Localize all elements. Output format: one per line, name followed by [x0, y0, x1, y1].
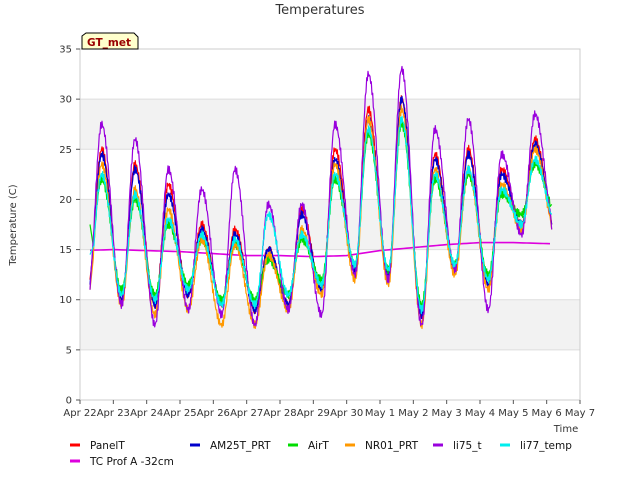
- grid-band: [80, 299, 580, 350]
- x-tick: May 4: [465, 400, 495, 419]
- y-tick: 10: [59, 295, 80, 306]
- legend-item: NR01_PRT: [345, 440, 419, 452]
- x-tick: May 2: [398, 400, 428, 419]
- legend-label: li75_t: [453, 440, 482, 452]
- legend-item: PanelT: [70, 440, 125, 452]
- legend-label: NR01_PRT: [365, 440, 419, 452]
- x-tick-label: May 4: [465, 408, 495, 419]
- series-line-am25t-prt: [89, 95, 553, 320]
- grid-band: [80, 349, 580, 400]
- x-tick-label: Apr 28: [263, 408, 296, 419]
- x-tick: Apr 25: [163, 400, 197, 419]
- y-tick-label: 35: [59, 45, 72, 56]
- x-tick: Apr 29: [297, 400, 330, 419]
- badge-text: GT_met: [87, 37, 131, 49]
- y-tick: 20: [59, 195, 80, 206]
- y-tick: 0: [66, 396, 80, 407]
- x-axis: Apr 22 Apr 23 Apr 24 Apr 25 Apr 26 Apr 27 Apr …: [63, 400, 595, 419]
- x-tick: May 5: [498, 400, 528, 419]
- x-tick-label: Apr 22: [63, 408, 96, 419]
- x-tick: May 1: [365, 400, 395, 419]
- legend-item: TC Prof A -32cm: [70, 456, 174, 468]
- x-tick: Apr 23: [97, 400, 130, 419]
- grid-band: [80, 49, 580, 100]
- x-tick: Apr 22: [63, 400, 97, 419]
- legend-label: li77_temp: [520, 440, 572, 452]
- legend-item: li75_t: [433, 440, 482, 452]
- y-tick-label: 5: [66, 345, 72, 356]
- legend-label: AM25T_PRT: [210, 440, 271, 452]
- plot-area: [79, 48, 581, 401]
- gt-met-badge: GT_met: [81, 32, 139, 50]
- y-tick: 5: [66, 345, 80, 356]
- legend-label: PanelT: [90, 440, 125, 452]
- x-tick-label: May 7: [565, 408, 595, 419]
- x-tick-label: Apr 30: [330, 408, 363, 419]
- legend-item: AM25T_PRT: [190, 440, 271, 452]
- y-tick: 15: [59, 245, 80, 256]
- legend-item: AirT: [288, 440, 329, 452]
- x-tick: Apr 30: [330, 400, 363, 419]
- series-line-li77-temp: [89, 115, 553, 315]
- x-tick: Apr 24: [130, 400, 163, 419]
- x-tick-label: May 5: [498, 408, 528, 419]
- y-tick-label: 30: [59, 95, 72, 106]
- x-tick: Apr 28: [263, 400, 297, 419]
- y-axis: 0 5 10 15 20 25 30 35: [59, 45, 80, 407]
- y-tick-label: 15: [59, 245, 72, 256]
- x-tick-label: May 2: [398, 408, 428, 419]
- y-tick: 35: [59, 45, 80, 56]
- legend-label: TC Prof A -32cm: [89, 456, 174, 468]
- series-layer: [89, 65, 553, 330]
- x-tick-label: Apr 29: [297, 408, 330, 419]
- legend-label: AirT: [308, 440, 329, 452]
- legend-item: li77_temp: [500, 440, 572, 452]
- x-tick: May 3: [432, 400, 462, 419]
- y-tick-label: 20: [59, 195, 72, 206]
- x-tick-label: May 1: [365, 408, 395, 419]
- grid-band: [80, 99, 580, 150]
- y-tick: 30: [59, 95, 80, 106]
- series-line-li75-t: [89, 65, 553, 328]
- x-tick: May 6: [532, 400, 562, 419]
- x-tick-label: May 3: [432, 408, 462, 419]
- chart-title: Temperatures: [274, 3, 364, 18]
- x-tick: May 7: [565, 400, 595, 419]
- x-tick-label: Apr 25: [163, 408, 196, 419]
- grid-bands: [80, 49, 580, 401]
- x-tick: Apr 27: [230, 400, 263, 419]
- grid-band: [80, 249, 580, 300]
- x-tick: Apr 26: [197, 400, 230, 419]
- x-tick-label: Apr 27: [230, 408, 263, 419]
- y-tick-label: 0: [66, 396, 72, 407]
- y-axis-label: Temperature (C): [8, 184, 19, 266]
- x-tick-label: May 6: [532, 408, 562, 419]
- y-tick: 25: [59, 145, 80, 156]
- x-tick-label: Apr 24: [130, 408, 163, 419]
- y-tick-label: 25: [59, 145, 72, 156]
- series-line-tc-prof-a-32cm: [89, 241, 551, 258]
- x-tick-label: Apr 23: [97, 408, 130, 419]
- x-axis-label: Time: [553, 424, 578, 435]
- y-tick-label: 10: [59, 295, 72, 306]
- x-tick-label: Apr 26: [197, 408, 230, 419]
- legend: PanelT AM25T_PRT AirT NR01_PRT li75_t li77_te…: [70, 440, 572, 468]
